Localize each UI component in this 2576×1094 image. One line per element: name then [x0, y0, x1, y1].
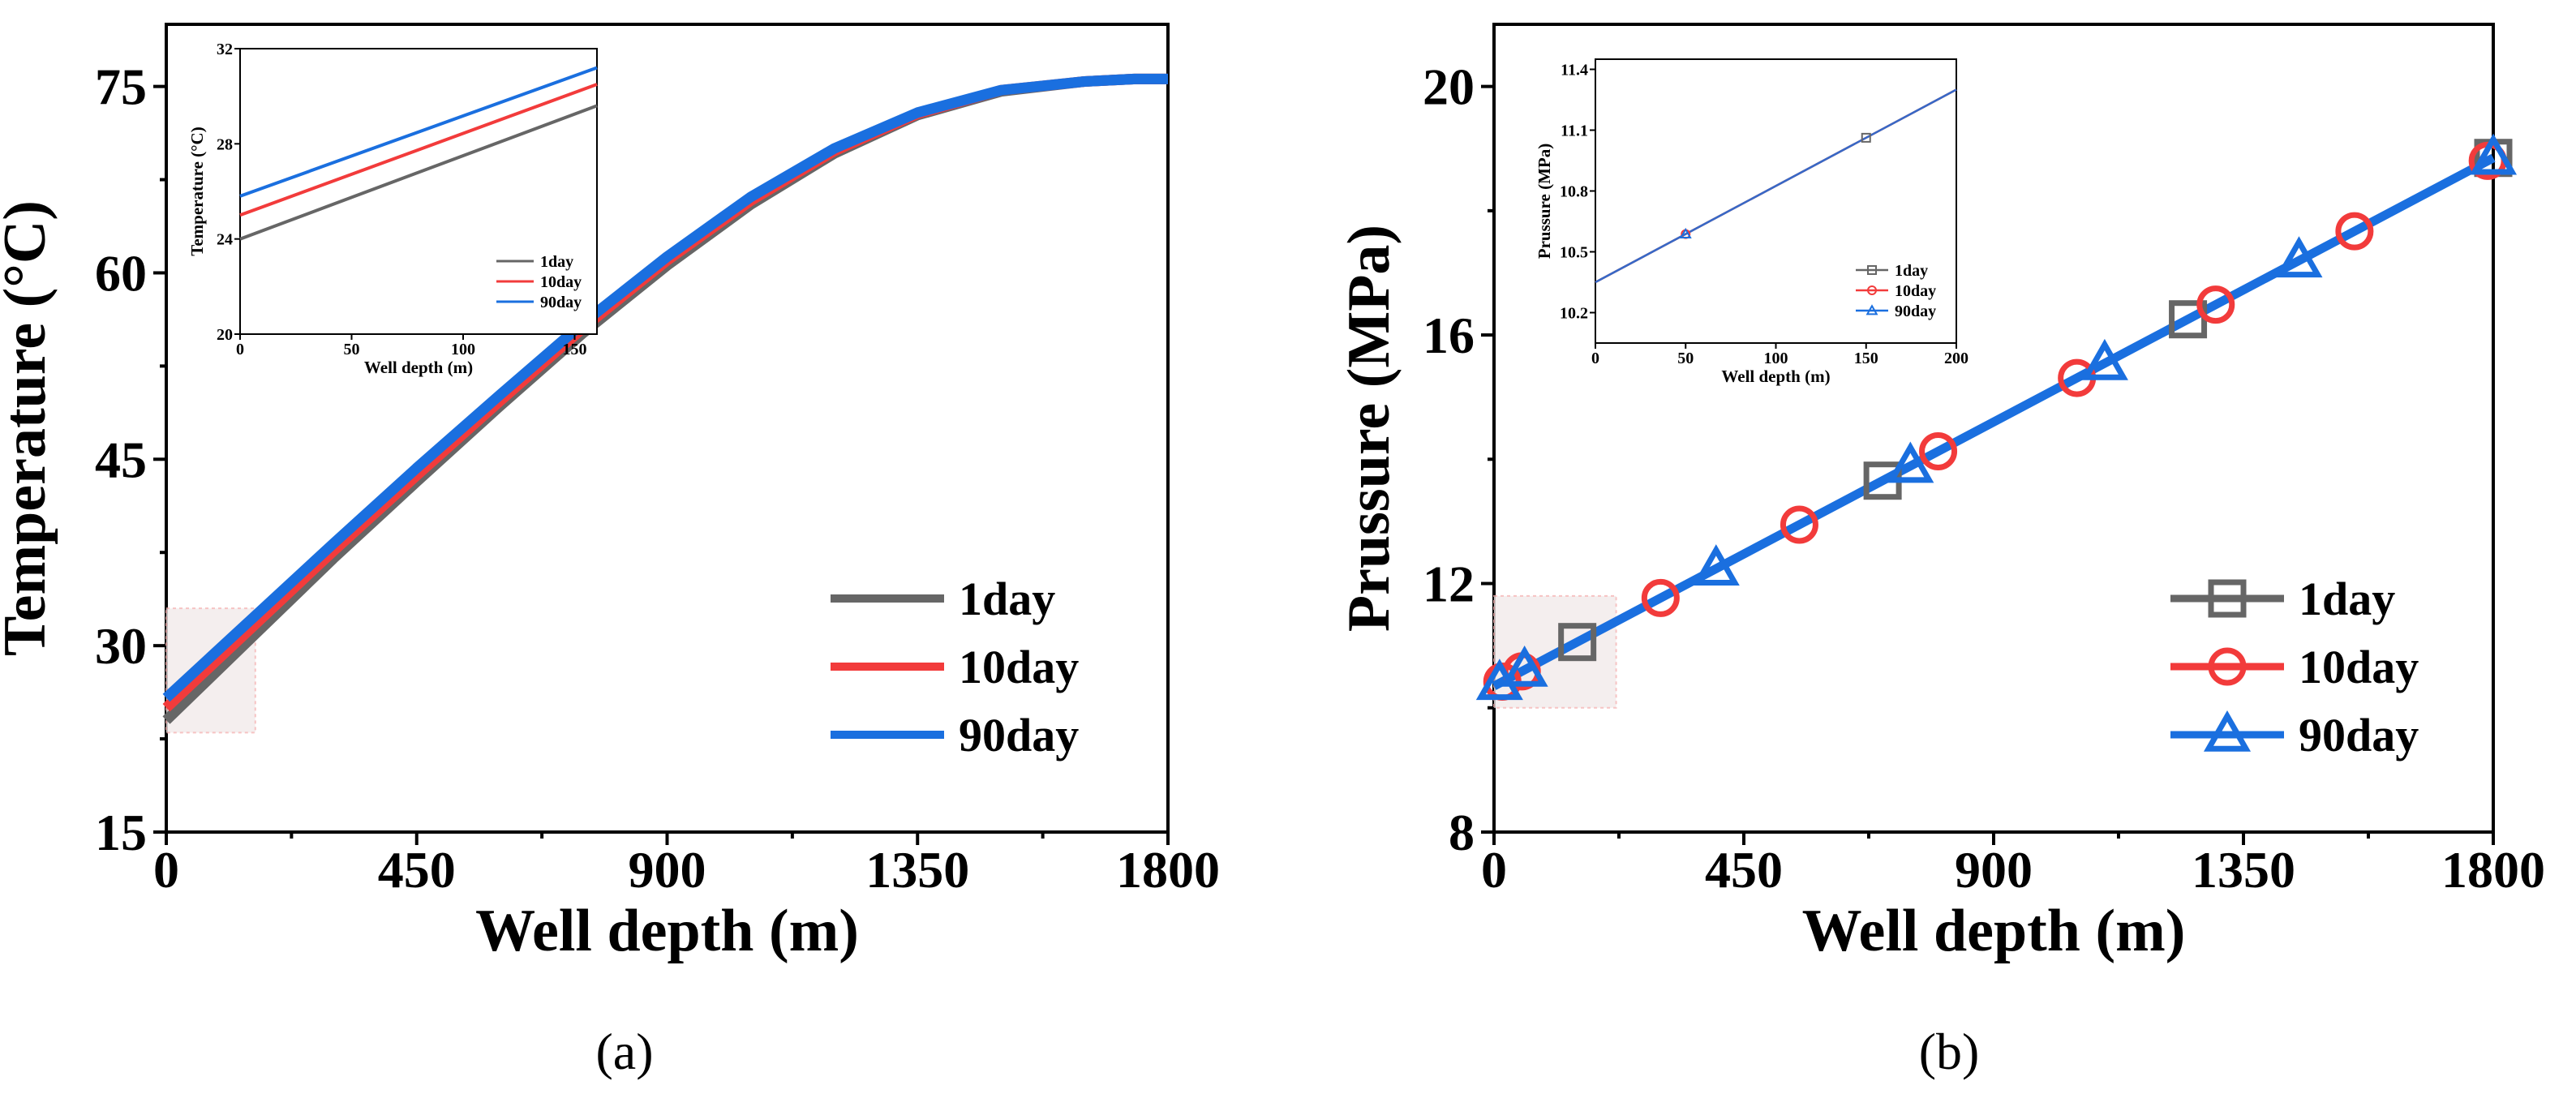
y-tick-label: 20 [217, 326, 233, 344]
legend-label-10day: 10day [1895, 282, 1936, 300]
marker-10day [2335, 212, 2374, 251]
legend-marker-10day [1867, 285, 1877, 295]
inset-series-line-10day [239, 83, 598, 217]
legend-marker-1day [1867, 265, 1877, 275]
inset-marker-90day [1679, 227, 1692, 238]
y-tick-label: 15 [95, 804, 147, 861]
y-tick-label: 24 [217, 231, 233, 249]
legend-label-1day: 1day [1895, 262, 1928, 280]
inset-series-line-90day [239, 66, 598, 198]
x-tick-label: 50 [344, 341, 360, 358]
marker-90day [2469, 133, 2518, 175]
y-tick-label: 30 [95, 617, 147, 675]
y-axis-title: Prussure (MPa) [1336, 225, 1402, 632]
y-tick-label: 10.5 [1560, 244, 1588, 262]
inset-marker-1day [1861, 132, 1871, 143]
x-tick-label: 150 [563, 341, 587, 358]
marker-10day [2196, 285, 2235, 324]
legend-label-10day: 10day [959, 641, 1079, 693]
inset-background [1595, 59, 1956, 343]
y-tick-label: 10.8 [1560, 183, 1588, 201]
inset-background [240, 49, 597, 334]
series-line-90day [162, 73, 1168, 702]
legend-label-10day: 10day [540, 273, 582, 291]
x-tick-label: 0 [1481, 841, 1507, 899]
panel-b: 0 450 900 1350 1800 8 12 16 20 Well depth (m) Prus… [1336, 23, 2545, 1080]
marker-90day [1887, 441, 1934, 483]
x-tick-label: 0 [236, 341, 244, 358]
marker-90day [2080, 338, 2128, 380]
legend-label-10day: 10day [2299, 641, 2419, 693]
y-tick-label: 8 [1449, 804, 1475, 861]
x-tick-label: 50 [1677, 350, 1694, 367]
legend-marker-90day [2203, 710, 2252, 752]
marker-1day [1558, 623, 1597, 662]
panel-a: 0 450 900 1350 1800 15 30 45 60 75 Well depth (m) T… [0, 23, 1220, 1080]
y-axis-title: Prussure (MPa) [1535, 144, 1554, 260]
legend-label-90day: 90day [1895, 302, 1936, 320]
y-axis-title: Temperature (°C) [187, 127, 207, 255]
x-axis-title: Well depth (m) [364, 358, 473, 377]
inset-series-line-1day [239, 104, 598, 241]
marker-90day [1501, 646, 1548, 687]
legend-label-90day: 90day [540, 294, 582, 311]
y-tick-label: 20 [1423, 58, 1475, 116]
x-tick-label: 100 [1764, 350, 1788, 367]
marker-10day [1919, 432, 1958, 471]
legend-label-1day: 1day [540, 253, 573, 271]
x-tick-label: 450 [378, 841, 456, 899]
x-tick-label: 900 [629, 841, 706, 899]
x-axis-title: Well depth (m) [1802, 898, 2186, 964]
x-tick-label: 1350 [2192, 841, 2295, 899]
y-tick-label: 60 [95, 244, 147, 302]
y-tick-label: 10.2 [1560, 305, 1588, 323]
x-tick-label: 0 [153, 841, 179, 899]
y-tick-label: 12 [1423, 556, 1475, 613]
x-tick-label: 1350 [865, 841, 969, 899]
x-axis-title: Well depth (m) [475, 898, 859, 964]
x-tick-label: 1800 [1116, 841, 1220, 899]
x-tick-label: 0 [1591, 350, 1599, 367]
legend-label-1day: 1day [2299, 573, 2395, 625]
inset-a: 0 50 100 150 20 24 28 32 Well depth (m) Temperatu… [187, 41, 598, 377]
series-line-90day [1492, 153, 2496, 690]
x-tick-label: 900 [1955, 841, 2033, 899]
legend-label-1day: 1day [959, 573, 1055, 625]
inset-b: 0 50 100 150 200 10.2 10.5 10.8 11.1 11.4 Well dep… [1535, 58, 1968, 386]
y-tick-label: 11.1 [1561, 122, 1588, 140]
y-tick-label: 11.4 [1561, 62, 1588, 79]
legend-label-90day: 90day [959, 709, 1079, 762]
caption-b: (b) [1919, 1023, 1980, 1080]
inset-series-line-90day [1595, 88, 1957, 284]
x-tick-label: 100 [451, 341, 475, 358]
y-tick-label: 75 [95, 58, 147, 116]
legend-marker-10day [2208, 647, 2247, 686]
legend-marker-90day [1865, 304, 1878, 315]
y-tick-label: 16 [1423, 307, 1475, 364]
caption-a: (a) [595, 1023, 653, 1080]
x-tick-label: 150 [1854, 350, 1878, 367]
x-tick-label: 450 [1705, 841, 1783, 899]
legend-marker-1day [2208, 579, 2247, 618]
marker-10day [1780, 505, 1818, 544]
marker-90day [1692, 544, 1740, 586]
legend-label-90day: 90day [2299, 709, 2419, 762]
x-tick-label: 200 [1944, 350, 1968, 367]
y-axis-title: Temperature (°C) [0, 200, 58, 656]
y-tick-label: 32 [217, 41, 233, 58]
marker-90day [2275, 236, 2323, 278]
y-tick-label: 28 [217, 135, 233, 153]
x-axis-title: Well depth (m) [1721, 367, 1830, 386]
marker-10day [1641, 578, 1680, 617]
y-tick-label: 45 [95, 431, 147, 488]
x-tick-label: 1800 [2441, 841, 2545, 899]
plot-frame [239, 48, 598, 335]
